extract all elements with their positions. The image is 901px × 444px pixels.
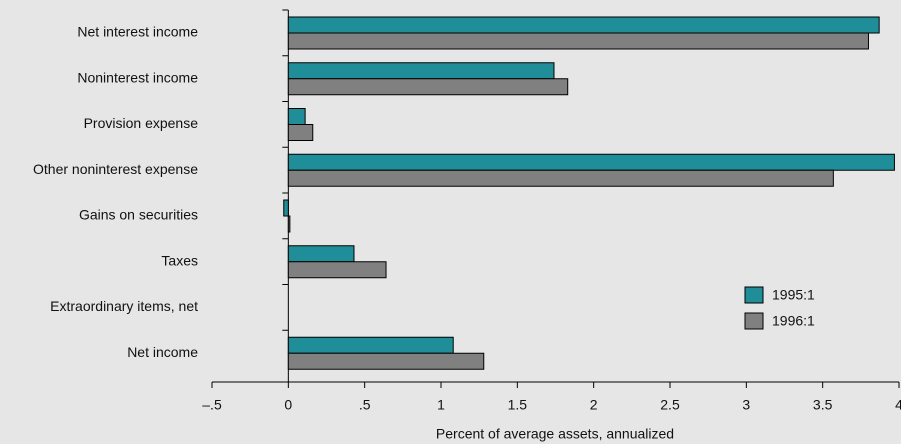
x-tick-label: .5	[359, 397, 371, 413]
x-tick-label: 0	[284, 397, 292, 413]
bar	[287, 78, 569, 96]
bar	[287, 32, 869, 50]
bar	[287, 62, 555, 80]
bar	[287, 336, 454, 354]
x-tick-label: –.5	[202, 397, 222, 413]
x-tick-label: 2	[590, 397, 598, 413]
bar	[287, 215, 291, 233]
legend-label: 1995:1	[772, 287, 815, 303]
bar	[287, 124, 314, 141]
x-tick-label: 4	[895, 397, 901, 413]
y-tick-label: Gains on securities	[79, 207, 198, 223]
legend-label: 1996:1	[772, 313, 815, 329]
x-tick-label: 1.5	[508, 397, 528, 413]
legend-swatch	[744, 312, 764, 330]
bar	[287, 153, 895, 171]
y-tick-label: Net income	[127, 344, 198, 360]
y-tick-label: Extraordinary items, net	[50, 298, 198, 314]
x-tick-label: 3.5	[813, 397, 833, 413]
bar	[287, 169, 834, 187]
x-tick-label: 2.5	[660, 397, 680, 413]
legend-swatch	[744, 286, 764, 304]
bar	[287, 108, 306, 125]
bar	[287, 245, 355, 263]
bar	[287, 352, 485, 370]
x-tick-label: 3	[742, 397, 750, 413]
bar	[287, 16, 880, 34]
y-tick-label: Other noninterest expense	[33, 161, 198, 177]
x-axis-label: Percent of average assets, annualized	[436, 426, 674, 442]
y-tick-label: Noninterest income	[77, 69, 198, 85]
y-tick-label: Provision expense	[84, 115, 199, 131]
x-tick-label: 1	[437, 397, 445, 413]
y-tick-label: Net interest income	[77, 24, 198, 40]
y-tick-label: Taxes	[161, 252, 198, 268]
bar	[283, 199, 289, 217]
bar	[287, 261, 387, 279]
